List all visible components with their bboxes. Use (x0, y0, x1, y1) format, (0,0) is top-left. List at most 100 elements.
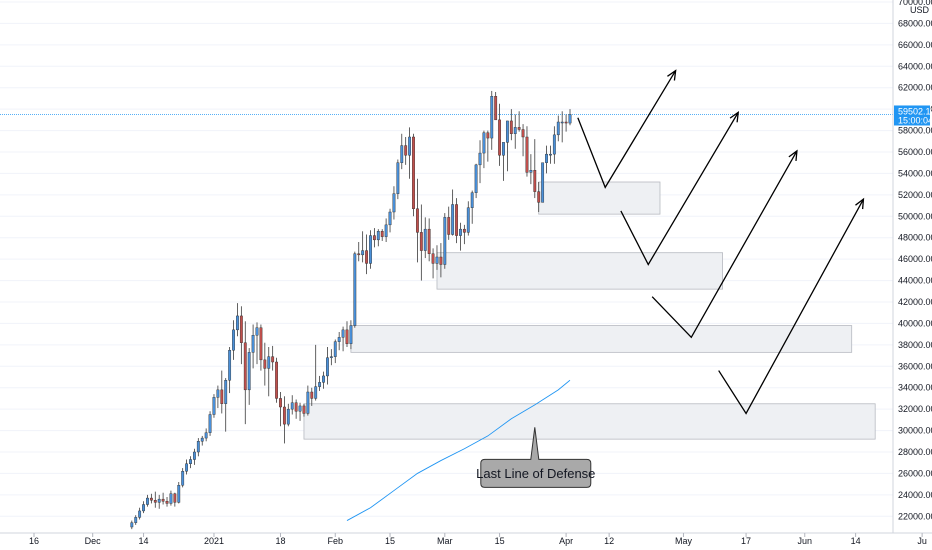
candle-up (142, 504, 145, 512)
candle-up (482, 132, 486, 154)
time-axis: 16 Dec 14 2021 18 Feb 15 Mar 15 Apr 12 May 17 Jun 14 Ju (29, 533, 927, 546)
candle-up (157, 498, 161, 503)
projection-arrow (620, 112, 739, 266)
candle-up (552, 134, 556, 155)
time-tick-label: 12 (604, 536, 614, 546)
last-price-tag: 59502.11 15:00:04 (894, 105, 932, 126)
candle-up (290, 402, 294, 410)
price-tick-label: 32000.00 (898, 404, 932, 414)
candle-up (376, 231, 380, 241)
candle-down (564, 121, 568, 124)
candle-up (529, 170, 533, 173)
candles (130, 90, 572, 530)
price-tick-label: 34000.00 (898, 383, 932, 393)
candle-up (232, 329, 235, 351)
price-tick-label: 24000.00 (898, 490, 932, 500)
candle-up (478, 152, 482, 166)
last-price-value: 59502.11 (898, 106, 932, 116)
price-tick-label: 46000.00 (898, 254, 932, 264)
candle-down (525, 136, 529, 173)
candle-down (372, 235, 376, 241)
last-price-countdown: 15:00:04 (898, 115, 932, 125)
candle-up (408, 136, 412, 156)
time-tick-label: Feb (328, 536, 344, 546)
candle-up (189, 459, 192, 464)
candle-up (423, 228, 427, 251)
candle-down (149, 497, 153, 501)
candle-up (267, 356, 271, 369)
candle-up (247, 352, 251, 391)
time-tick-label: Mar (437, 536, 453, 546)
candle-up (192, 451, 196, 460)
candle-up (541, 162, 545, 203)
candle-up (216, 389, 220, 398)
candle-up (459, 228, 462, 236)
candle-up (200, 437, 204, 442)
candle-up (392, 193, 396, 213)
arrow-head (729, 110, 740, 123)
candle-down (153, 500, 157, 503)
candle-up (130, 522, 134, 528)
candle-down (302, 405, 306, 414)
candle-up (306, 391, 310, 414)
price-tick-label: 56000.00 (898, 147, 932, 157)
price-tick-label: 54000.00 (898, 168, 932, 178)
candle-up (505, 120, 509, 143)
candle-up (329, 356, 333, 358)
candle-up (212, 397, 216, 415)
price-tick-label: 36000.00 (898, 361, 932, 371)
time-tick-label: 15 (495, 536, 505, 546)
candle-up (474, 164, 478, 193)
candle-up (298, 405, 302, 412)
candle-down (404, 145, 408, 156)
candle-up (333, 341, 337, 357)
candle-down (427, 228, 431, 254)
candle-up (369, 235, 372, 264)
candle-down (310, 391, 314, 399)
price-tick-label: 58000.00 (898, 126, 932, 136)
candle-down (271, 356, 275, 363)
candle-up (318, 382, 322, 387)
projection-arrow (718, 198, 865, 415)
arrow-head (855, 197, 865, 210)
candle-up (545, 153, 548, 163)
support-zones (303, 181, 876, 440)
candle-up (502, 142, 505, 156)
candle-down (521, 129, 525, 138)
candle-up (513, 127, 517, 134)
candle-down (365, 250, 368, 264)
candle-down (357, 253, 361, 256)
candle-up (185, 463, 188, 472)
candle-down (509, 120, 513, 134)
price-tick-label: 62000.00 (898, 83, 932, 93)
time-tick-label: Ju (917, 536, 927, 546)
callout: Last Line of Defense (476, 427, 595, 488)
candle-up (443, 217, 447, 265)
price-tick-label: 26000.00 (898, 468, 932, 478)
arrow-head (667, 69, 677, 81)
candle-down (439, 256, 443, 265)
candle-up (556, 121, 560, 136)
candle-down (345, 329, 349, 344)
candle-down (239, 315, 243, 343)
candle-up (322, 375, 325, 383)
support-zone (350, 325, 853, 353)
price-tick-label: 50000.00 (898, 211, 932, 221)
candle-up (466, 207, 470, 233)
arrow-head (788, 149, 798, 161)
price-tick-label: 28000.00 (898, 447, 932, 457)
time-tick-label: 17 (741, 536, 751, 546)
support-zone (436, 252, 723, 290)
candle-down (533, 170, 537, 192)
candle-up (204, 432, 208, 439)
candle-up (286, 408, 290, 425)
support-zone (538, 181, 661, 215)
candle-up (384, 224, 388, 237)
candle-down (279, 398, 282, 408)
time-tick-label: 16 (29, 536, 39, 546)
candle-up (349, 325, 353, 344)
candle-up (255, 327, 259, 336)
candle-up (568, 114, 572, 124)
candle-down (243, 342, 247, 391)
price-tick-label: 42000.00 (898, 297, 932, 307)
